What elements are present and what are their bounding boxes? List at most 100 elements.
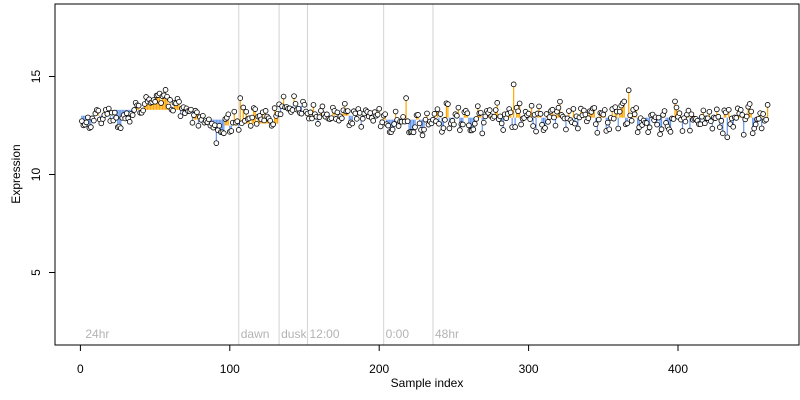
data-point bbox=[624, 120, 630, 127]
data-point bbox=[749, 130, 756, 137]
data-point bbox=[253, 121, 260, 127]
data-point bbox=[113, 114, 120, 121]
x-tick-label: 100 bbox=[220, 362, 240, 376]
data-point bbox=[328, 115, 335, 121]
data-point bbox=[454, 112, 460, 119]
data-point bbox=[188, 106, 194, 113]
data-point bbox=[421, 126, 427, 133]
data-point bbox=[440, 125, 447, 131]
region-labels: 24hr dawn dusk 12:00 0:00 48hr bbox=[85, 327, 459, 341]
data-point bbox=[403, 95, 409, 101]
data-point bbox=[480, 119, 487, 126]
data-point bbox=[437, 111, 444, 117]
data-point bbox=[486, 107, 493, 113]
data-point bbox=[140, 107, 146, 114]
data-point bbox=[434, 106, 441, 112]
data-point bbox=[158, 100, 164, 106]
data-point bbox=[596, 116, 602, 123]
data-point bbox=[494, 100, 501, 106]
plot-frame bbox=[54, 3, 800, 346]
y-tick-label: 10 bbox=[29, 168, 43, 182]
data-point bbox=[152, 98, 158, 105]
x-tick-label: 300 bbox=[519, 362, 539, 376]
data-point bbox=[748, 108, 754, 115]
data-point bbox=[379, 119, 385, 126]
data-point bbox=[755, 115, 762, 122]
data-point bbox=[457, 127, 463, 133]
data-point bbox=[670, 116, 677, 122]
data-point bbox=[510, 81, 517, 88]
data-point bbox=[374, 111, 381, 118]
data-point bbox=[431, 111, 438, 117]
data-point bbox=[270, 121, 276, 128]
data-point bbox=[419, 132, 426, 139]
data-point bbox=[758, 125, 765, 132]
data-point bbox=[436, 120, 442, 127]
data-point bbox=[763, 116, 769, 123]
data-point bbox=[445, 101, 451, 107]
data-point bbox=[594, 129, 601, 136]
data-point bbox=[213, 140, 220, 146]
data-point bbox=[206, 116, 212, 123]
data-point bbox=[657, 131, 663, 137]
data-point bbox=[570, 106, 577, 112]
data-point bbox=[221, 130, 227, 137]
x-tick-label: 200 bbox=[369, 362, 389, 376]
data-point bbox=[601, 107, 608, 113]
data-point bbox=[645, 129, 651, 135]
data-point bbox=[235, 127, 242, 133]
data-point bbox=[442, 117, 448, 123]
data-point bbox=[460, 121, 466, 128]
data-point bbox=[400, 114, 406, 120]
data-point bbox=[743, 113, 750, 120]
region-divider-lines bbox=[238, 4, 434, 345]
data-point bbox=[557, 98, 563, 105]
data-point bbox=[604, 119, 611, 126]
data-point bbox=[552, 122, 559, 129]
data-point bbox=[85, 114, 91, 121]
data-point bbox=[237, 95, 244, 101]
data-point bbox=[643, 120, 650, 126]
data-point bbox=[633, 105, 639, 111]
data-point bbox=[699, 113, 705, 120]
data-point bbox=[111, 109, 118, 116]
data-point bbox=[479, 130, 486, 137]
data-point bbox=[334, 109, 341, 116]
data-point bbox=[176, 98, 182, 105]
data-point bbox=[247, 123, 254, 129]
data-point bbox=[498, 120, 505, 127]
data-point bbox=[600, 111, 607, 118]
data-point bbox=[545, 119, 551, 125]
data-point bbox=[528, 102, 535, 109]
data-point bbox=[682, 118, 689, 125]
data-point bbox=[339, 115, 345, 122]
x-axis: 0 100 200 300 400 bbox=[77, 344, 688, 376]
data-point bbox=[720, 130, 726, 137]
data-point bbox=[135, 102, 142, 109]
data-point bbox=[591, 105, 598, 111]
data-point bbox=[261, 117, 267, 124]
data-point bbox=[628, 117, 635, 124]
data-point bbox=[319, 103, 326, 110]
data-point bbox=[687, 127, 693, 134]
data-point bbox=[162, 87, 169, 93]
data-point bbox=[733, 115, 740, 121]
data-point bbox=[95, 107, 102, 114]
data-point bbox=[688, 111, 695, 118]
data-point bbox=[549, 106, 556, 113]
data-point bbox=[415, 112, 421, 118]
data-point bbox=[240, 104, 247, 111]
data-point bbox=[530, 123, 536, 129]
region-label: dawn bbox=[241, 327, 270, 341]
data-point bbox=[170, 107, 176, 114]
data-point bbox=[422, 116, 429, 123]
data-point bbox=[709, 125, 716, 132]
data-point bbox=[195, 123, 202, 129]
data-point bbox=[672, 98, 678, 105]
data-point bbox=[123, 110, 130, 117]
data-point bbox=[500, 127, 506, 133]
data-point bbox=[345, 108, 351, 114]
data-point bbox=[307, 109, 314, 116]
data-point bbox=[291, 93, 297, 99]
data-point bbox=[491, 113, 498, 120]
